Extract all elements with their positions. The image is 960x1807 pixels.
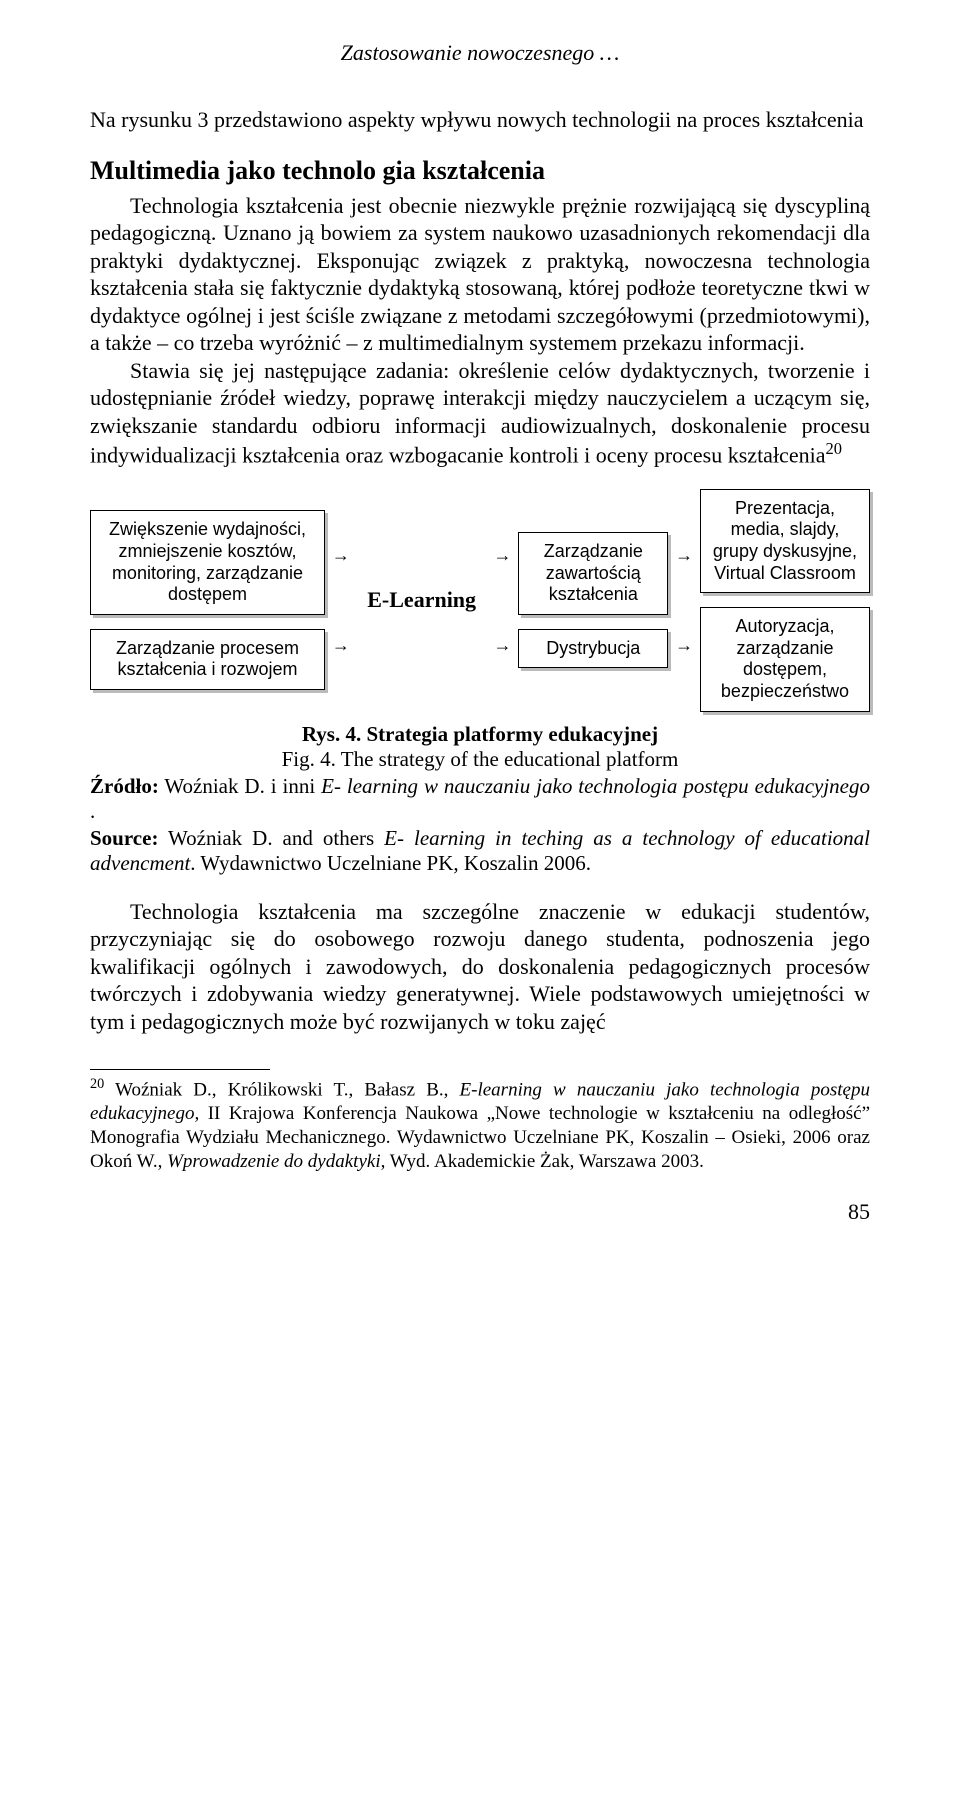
arrow-right-icon: →	[675, 636, 693, 654]
paragraph-1: Technologia kształcenia jest obecnie nie…	[90, 192, 870, 357]
footnote-separator	[90, 1069, 270, 1070]
arrow-right-icon: →	[675, 546, 693, 564]
source-polish-italic: E- learning w nauczaniu jako technologia…	[321, 774, 870, 798]
caption-english: Fig. 4. The strategy of the educational …	[282, 747, 679, 771]
intro-line: Na rysunku 3 przedstawiono aspekty wpływ…	[90, 106, 870, 134]
arrow-right-icon: →	[332, 636, 350, 654]
footnote-ref-20: 20	[825, 439, 842, 458]
arrow-right-icon: →	[493, 546, 511, 564]
footnote-number: 20	[90, 1076, 104, 1092]
footnote-text-1: Woźniak D., Królikowski T., Bałasz B.,	[104, 1079, 459, 1100]
arrow-right-icon: →	[332, 546, 350, 564]
figure-4-diagram: Zwiększenie wydajności, zmniejszenie kos…	[90, 489, 870, 712]
source-polish-text-1: Woźniak D. i inni	[159, 774, 321, 798]
diagram-col-right: Prezentacja, media, slajdy, grupy dyskus…	[700, 489, 870, 712]
box-mid-bottom: Dystrybucja	[518, 629, 668, 669]
paragraph-2: Stawia się jej następujące zadania: okre…	[90, 357, 870, 469]
page-container: Zastosowanie nowoczesnego … Na rysunku 3…	[0, 0, 960, 1265]
arrows-mid-left: → →	[493, 510, 511, 690]
source-english-text-1: Woźniak D. and others	[158, 826, 384, 850]
paragraph-2-text: Stawia się jej następujące zadania: okre…	[90, 358, 870, 468]
section-heading: Multimedia jako technolo gia kształcenia	[90, 156, 870, 186]
diagram-col-mid: Zarządzanie zawartością kształcenia Dyst…	[518, 532, 668, 668]
source-english: Source: Woźniak D. and others E- learnin…	[90, 826, 870, 876]
footnote-italic-2: Wprowadzenie do dydaktyki	[167, 1151, 381, 1172]
footnote-text-3: , Wyd. Akademickie Żak, Warszawa 2003.	[381, 1151, 704, 1172]
footnote-20: 20 Woźniak D., Królikowski T., Bałasz B.…	[90, 1076, 870, 1173]
diagram-center-label-col: E-Learning	[357, 587, 487, 613]
arrows-mid-right: → →	[675, 510, 693, 690]
box-right-bottom: Autoryzacja, zarządzanie dostępem, bezpi…	[700, 607, 870, 711]
running-header: Zastosowanie nowoczesnego …	[90, 40, 870, 66]
box-left-bottom: Zarządzanie procesem kształcenia i rozwo…	[90, 629, 325, 690]
source-polish-text-2: .	[90, 799, 95, 823]
source-english-text-2: . Wydawnictwo Uczelniane PK, Koszalin 20…	[190, 851, 591, 875]
box-right-top: Prezentacja, media, slajdy, grupy dyskus…	[700, 489, 870, 593]
box-left-top: Zwiększenie wydajności, zmniejszenie kos…	[90, 510, 325, 614]
source-polish: Źródło: Woźniak D. i inni E- learning w …	[90, 774, 870, 824]
source-english-label: Source:	[90, 826, 158, 850]
paragraph-3: Technologia kształcenia ma szczególne zn…	[90, 898, 870, 1036]
elearning-label: E-Learning	[357, 587, 487, 613]
caption-polish: Rys. 4. Strategia platformy edukacyjnej	[302, 722, 658, 746]
arrow-right-icon: →	[493, 636, 511, 654]
box-mid-top: Zarządzanie zawartością kształcenia	[518, 532, 668, 615]
source-polish-label: Źródło:	[90, 774, 159, 798]
arrows-left: → →	[332, 510, 350, 690]
figure-caption: Rys. 4. Strategia platformy edukacyjnej …	[90, 722, 870, 772]
diagram-col-left: Zwiększenie wydajności, zmniejszenie kos…	[90, 510, 325, 690]
page-number: 85	[90, 1199, 870, 1225]
